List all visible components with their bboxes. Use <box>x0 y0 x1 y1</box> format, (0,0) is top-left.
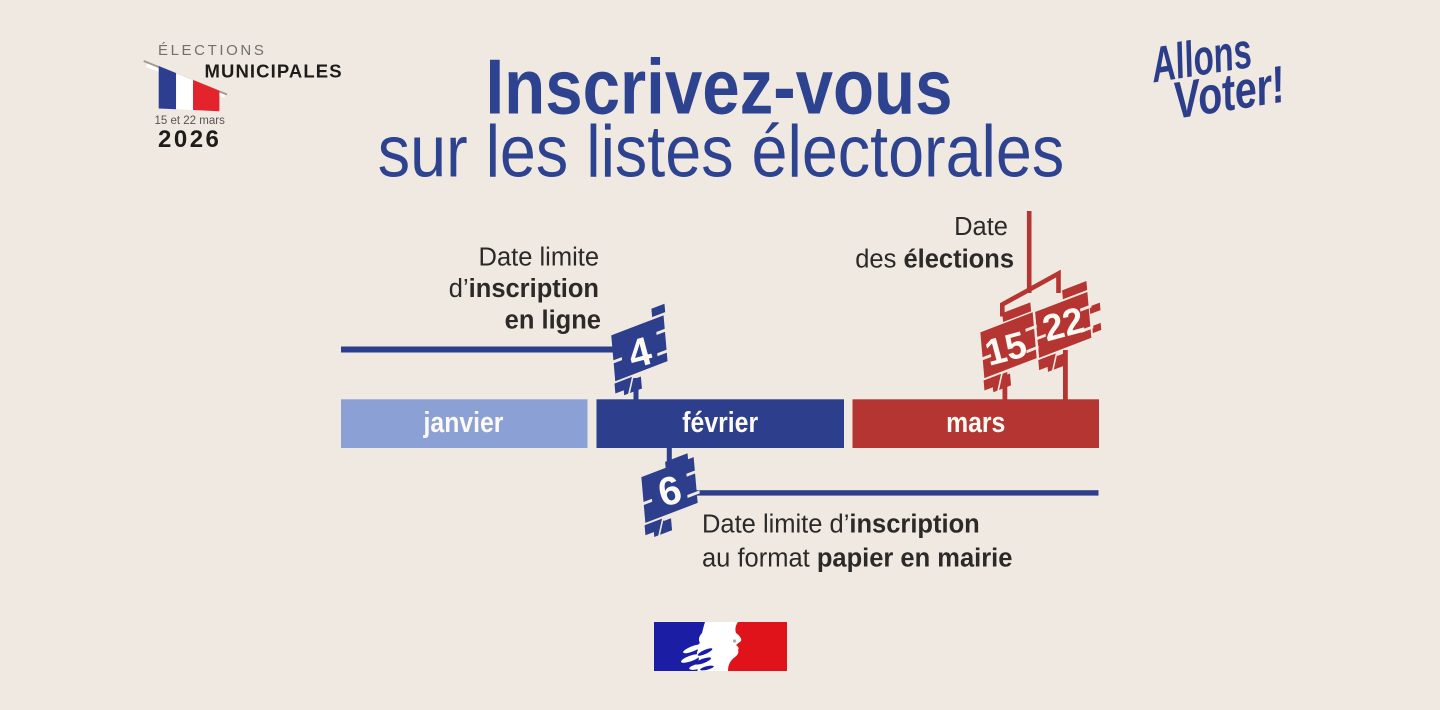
svg-text:Inscrivez-vous: Inscrivez-vous <box>486 44 953 131</box>
svg-text:MUNICIPALES: MUNICIPALES <box>205 61 343 82</box>
svg-text:Date limite d’inscription: Date limite d’inscription <box>702 511 980 539</box>
svg-text:Date limite: Date limite <box>479 244 599 272</box>
svg-text:2026: 2026 <box>158 126 221 153</box>
svg-text:en ligne: en ligne <box>505 307 601 335</box>
svg-text:Date: Date <box>954 213 1008 241</box>
svg-text:ÉLECTIONS: ÉLECTIONS <box>158 42 266 59</box>
svg-text:15 et 22 mars: 15 et 22 mars <box>155 115 226 127</box>
svg-text:mars: mars <box>946 406 1005 438</box>
svg-text:d’inscription: d’inscription <box>449 275 599 303</box>
svg-text:janvier: janvier <box>423 406 504 438</box>
svg-text:au format papier en mairie: au format papier en mairie <box>702 545 1012 573</box>
svg-text:des élections: des élections <box>855 246 1014 274</box>
svg-text:sur les listes électorales: sur les listes électorales <box>378 111 1064 193</box>
svg-text:février: février <box>682 406 758 438</box>
